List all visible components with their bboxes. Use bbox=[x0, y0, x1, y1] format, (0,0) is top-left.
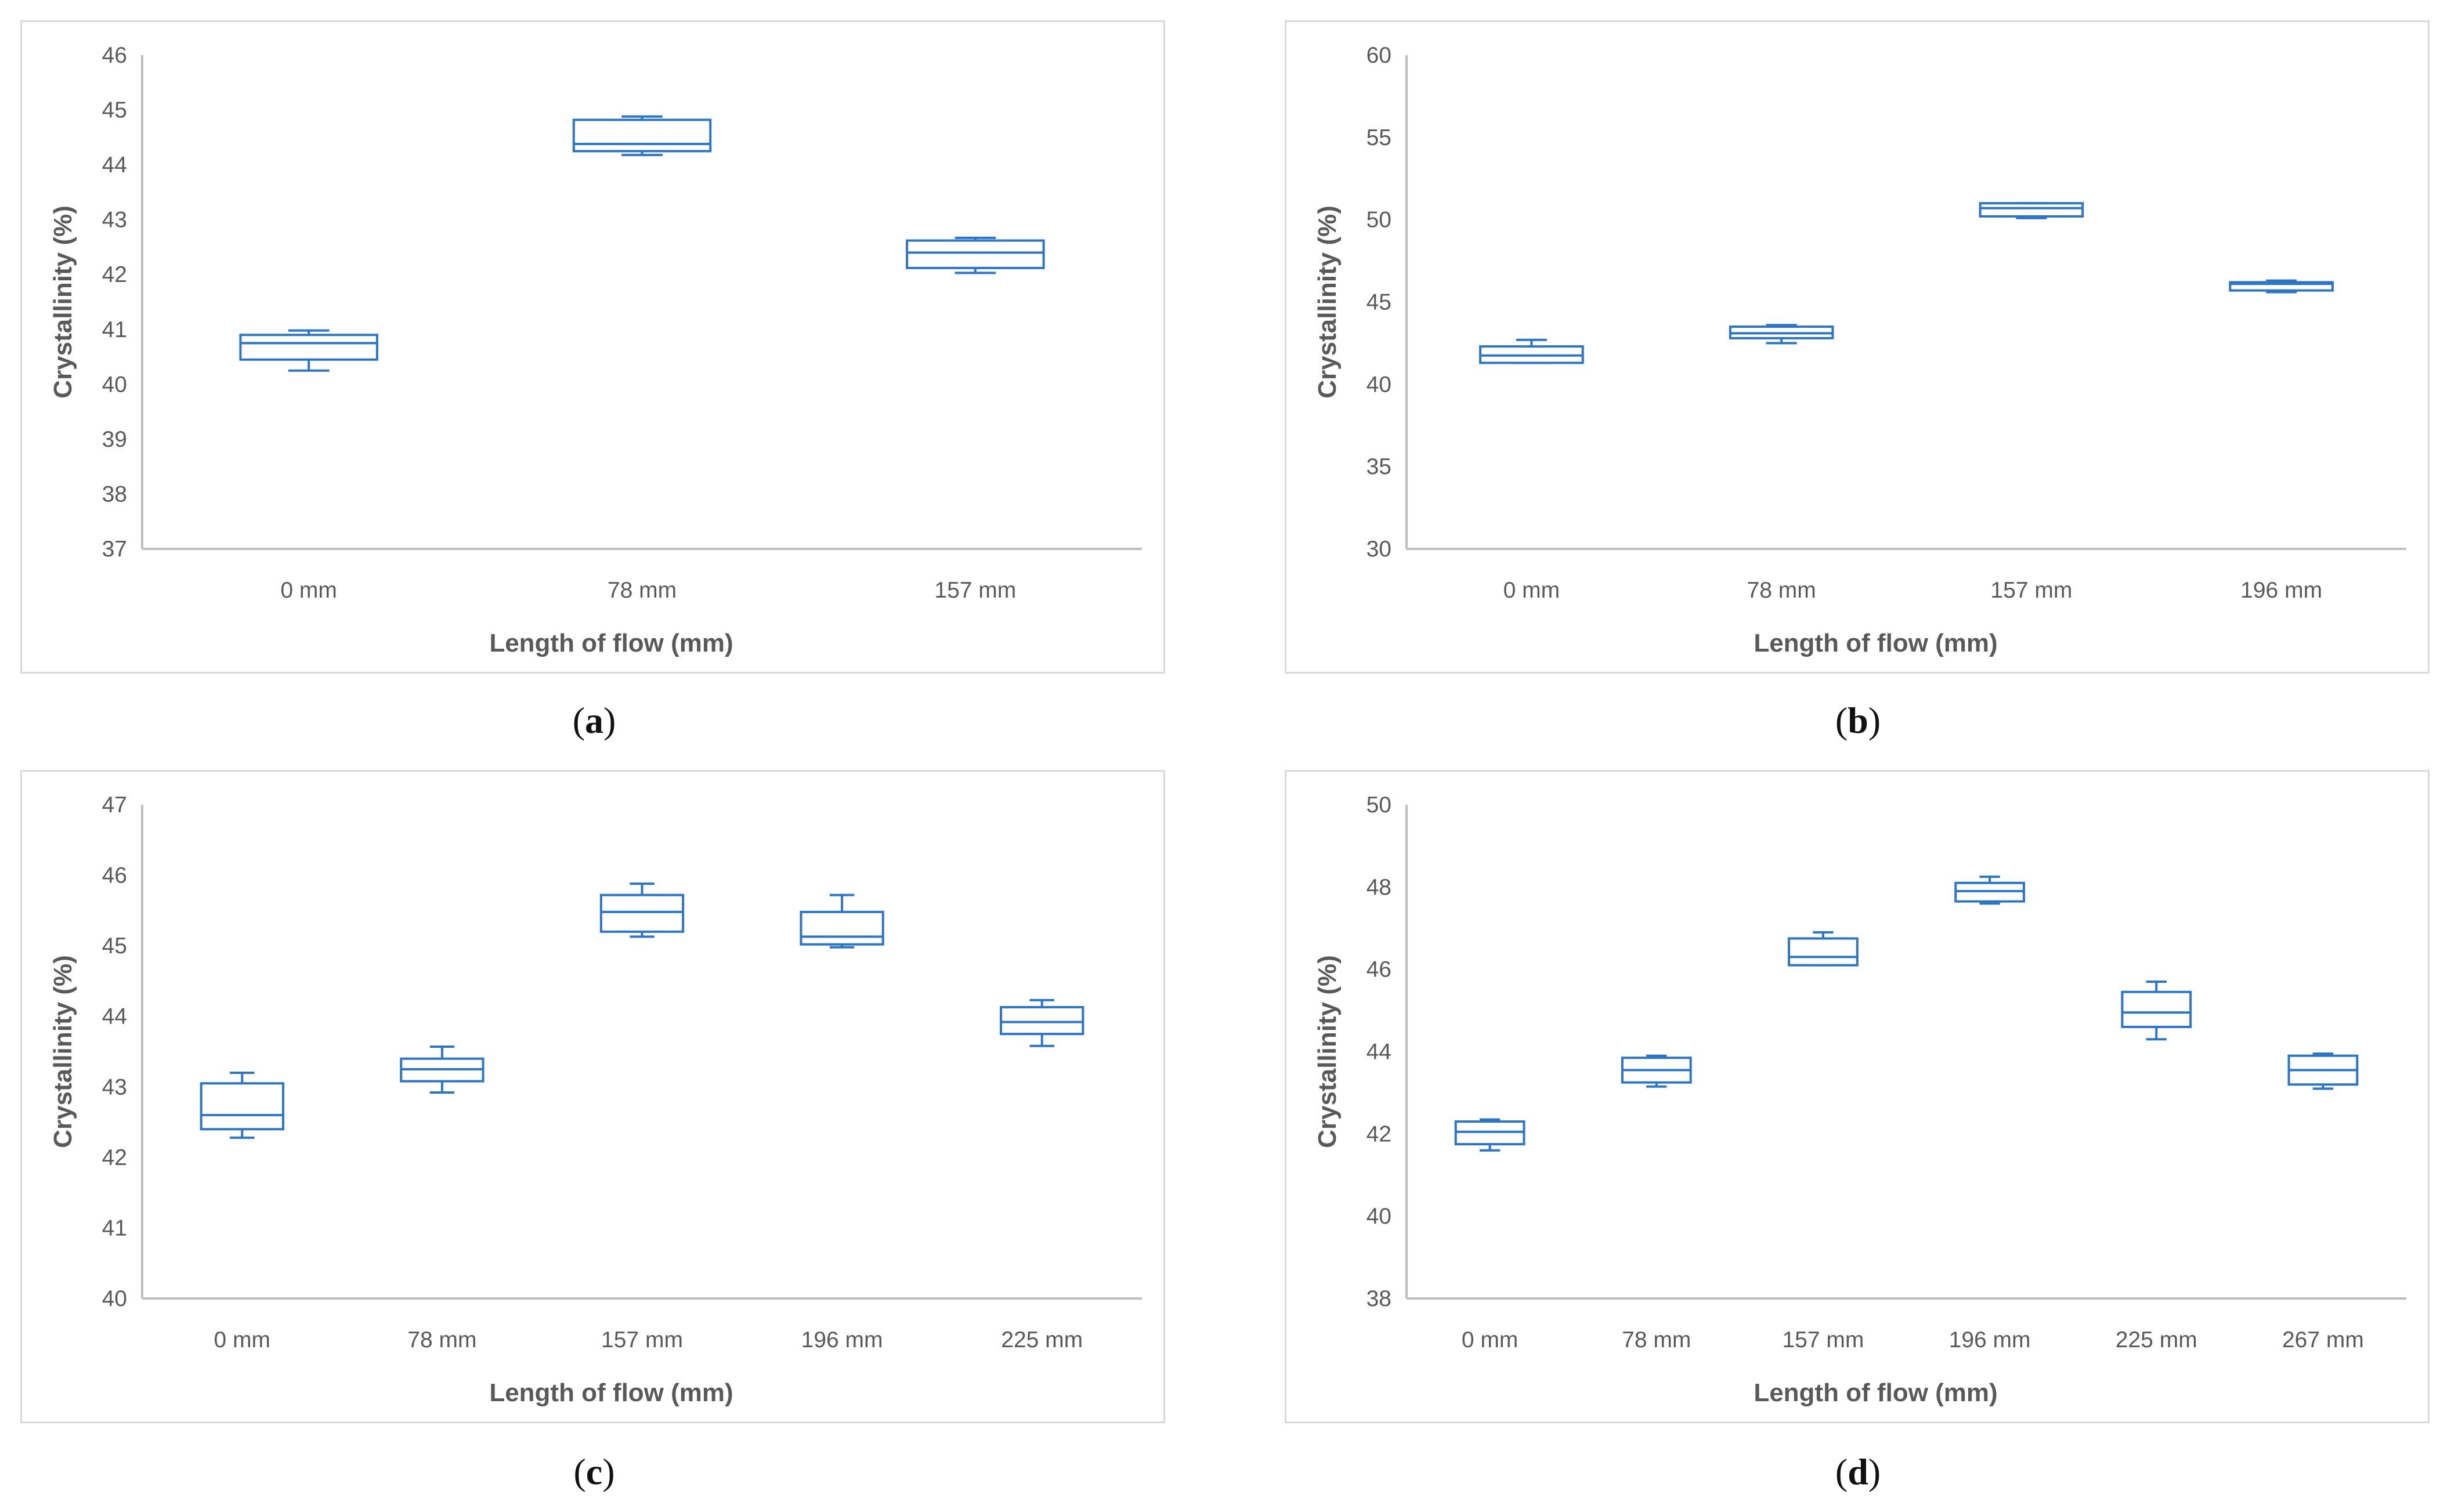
box-plot-196-mm bbox=[1954, 876, 2025, 905]
box-iqr bbox=[800, 910, 884, 946]
box-plot-157-mm bbox=[599, 882, 685, 938]
chart-b-svg: 30 35 40 45 50 55 60 0 mm 78 mm 157 mm 196 mm Lengt… bbox=[1313, 43, 2406, 657]
y-tick-label: 44 bbox=[1367, 1040, 1391, 1065]
y-tick-label: 48 bbox=[1367, 875, 1391, 900]
chart-a-svg: 37 38 39 40 41 42 43 44 45 46 0 mm 78 mm 157 mm Lengt… bbox=[49, 43, 1142, 657]
x-tick-label: 0 mm bbox=[1462, 1327, 1519, 1352]
y-axis-title: Crystallinity (%) bbox=[49, 205, 77, 399]
y-tick-label: 44 bbox=[102, 1004, 127, 1029]
box-plot-196-mm bbox=[2229, 279, 2334, 294]
x-axis-title: Length of flow (mm) bbox=[1754, 629, 1997, 657]
box-plot-267-mm bbox=[2287, 1052, 2359, 1090]
box-plot-78-mm bbox=[1729, 324, 1834, 345]
x-axis-title: Length of flow (mm) bbox=[1754, 1379, 1997, 1407]
box-iqr bbox=[239, 334, 378, 361]
chart-panel-b: 30 35 40 45 50 55 60 0 mm 78 mm 157 mm 196 mm Lengt… bbox=[1285, 20, 2430, 674]
chart-panel-d: 38 40 42 44 46 48 50 0 mm 78 mm 157 mm 196 mm 225 m… bbox=[1285, 770, 2430, 1423]
y-tick-label: 42 bbox=[102, 1145, 127, 1170]
box-plot-78-mm bbox=[1621, 1054, 1692, 1088]
x-tick-label: 196 mm bbox=[2240, 578, 2322, 603]
x-tick-label: 196 mm bbox=[801, 1327, 883, 1352]
y-tick-label: 45 bbox=[1367, 290, 1391, 315]
y-tick-label: 46 bbox=[1367, 957, 1391, 982]
y-tick-label: 37 bbox=[102, 537, 127, 562]
x-tick-label: 78 mm bbox=[1622, 1327, 1691, 1352]
y-tick-label: 41 bbox=[102, 317, 127, 342]
y-axis-title: Crystallinity (%) bbox=[49, 955, 77, 1148]
caption-b: (b) bbox=[1835, 700, 1881, 741]
box-iqr bbox=[906, 239, 1045, 269]
box-plot-78-mm bbox=[400, 1045, 485, 1094]
box-iqr bbox=[1788, 937, 1859, 967]
x-tick-label: 78 mm bbox=[407, 1327, 476, 1352]
y-tick-label: 46 bbox=[102, 863, 127, 888]
box-plot-0-mm bbox=[1454, 1118, 1525, 1152]
y-tick-label: 35 bbox=[1367, 454, 1391, 479]
y-tick-label: 60 bbox=[1367, 43, 1391, 68]
y-tick-label: 39 bbox=[102, 427, 127, 452]
x-tick-label: 0 mm bbox=[214, 1327, 271, 1352]
y-tick-label: 47 bbox=[102, 793, 127, 818]
y-tick-label: 42 bbox=[1367, 1122, 1391, 1146]
box-iqr bbox=[1979, 202, 2084, 218]
x-tick-label: 157 mm bbox=[601, 1327, 683, 1352]
box-plot-157-mm bbox=[1979, 202, 2084, 219]
y-tick-label: 41 bbox=[102, 1216, 127, 1240]
caption-d: (d) bbox=[1835, 1451, 1881, 1492]
box-iqr bbox=[572, 118, 712, 153]
y-tick-label: 38 bbox=[1367, 1286, 1391, 1311]
chart-panel-c: 40 41 42 43 44 45 46 47 0 mm 78 mm 157 mm 196 mm 225… bbox=[20, 770, 1165, 1423]
x-tick-label: 267 mm bbox=[2282, 1327, 2364, 1352]
x-tick-label: 157 mm bbox=[1782, 1327, 1864, 1352]
y-tick-label: 55 bbox=[1367, 125, 1391, 150]
x-tick-label: 78 mm bbox=[1747, 578, 1816, 603]
box-plot-196-mm bbox=[800, 894, 884, 949]
x-tick-label: 196 mm bbox=[1949, 1327, 2031, 1352]
x-tick-label: 157 mm bbox=[934, 578, 1016, 603]
box-plot-0-mm bbox=[200, 1071, 284, 1139]
caption-a: (a) bbox=[572, 700, 616, 741]
y-axis-title: Crystallinity (%) bbox=[1313, 955, 1342, 1148]
x-tick-label: 0 mm bbox=[280, 578, 337, 603]
y-tick-label: 40 bbox=[102, 372, 127, 397]
box-plot-0-mm bbox=[239, 329, 378, 372]
y-tick-label: 44 bbox=[102, 153, 127, 178]
x-tick-label: 225 mm bbox=[2116, 1327, 2197, 1352]
y-tick-label: 30 bbox=[1367, 537, 1391, 562]
y-tick-label: 40 bbox=[1367, 372, 1391, 397]
x-tick-label: 0 mm bbox=[1503, 578, 1560, 603]
y-tick-label: 50 bbox=[1367, 793, 1391, 818]
y-tick-label: 45 bbox=[102, 98, 127, 123]
y-tick-label: 43 bbox=[102, 1075, 127, 1099]
box-iqr bbox=[599, 894, 685, 933]
y-tick-label: 45 bbox=[102, 934, 127, 958]
box-plot-0-mm bbox=[1479, 338, 1584, 364]
x-axis-title: Length of flow (mm) bbox=[489, 629, 733, 657]
chart-c-svg: 40 41 42 43 44 45 46 47 0 mm 78 mm 157 mm 196 mm 225… bbox=[49, 793, 1142, 1407]
y-tick-label: 50 bbox=[1367, 208, 1391, 233]
caption-c: (c) bbox=[573, 1451, 615, 1492]
y-tick-label: 40 bbox=[1367, 1204, 1391, 1229]
box-plot-225-mm bbox=[1000, 999, 1084, 1047]
box-iqr bbox=[2121, 990, 2192, 1028]
y-tick-label: 46 bbox=[102, 43, 127, 68]
x-tick-label: 225 mm bbox=[1001, 1327, 1083, 1352]
y-tick-label: 38 bbox=[102, 482, 127, 507]
box-iqr bbox=[200, 1082, 284, 1131]
box-plot-157-mm bbox=[906, 236, 1045, 274]
box-plot-157-mm bbox=[1788, 931, 1859, 967]
x-tick-label: 157 mm bbox=[1990, 578, 2072, 603]
y-tick-label: 40 bbox=[102, 1286, 127, 1311]
chart-d-svg: 38 40 42 44 46 48 50 0 mm 78 mm 157 mm 196 mm 225 m… bbox=[1313, 793, 2406, 1407]
chart-panel-a: 37 38 39 40 41 42 43 44 45 46 0 mm 78 mm 157 mm Lengt… bbox=[20, 20, 1165, 674]
box-plot-225-mm bbox=[2121, 980, 2192, 1041]
x-tick-label: 78 mm bbox=[608, 578, 677, 603]
box-iqr bbox=[1000, 1005, 1084, 1036]
box-plot-78-mm bbox=[572, 115, 712, 157]
y-tick-label: 42 bbox=[102, 262, 127, 287]
y-tick-label: 43 bbox=[102, 208, 127, 233]
y-axis-title: Crystallinity (%) bbox=[1313, 205, 1342, 399]
x-axis-title: Length of flow (mm) bbox=[489, 1379, 733, 1407]
